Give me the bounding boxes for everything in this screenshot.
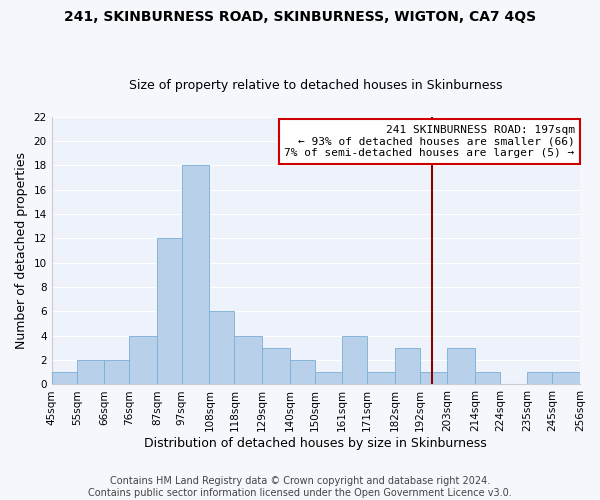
Bar <box>395 348 420 385</box>
Bar <box>235 336 262 384</box>
Bar <box>367 372 395 384</box>
Title: Size of property relative to detached houses in Skinburness: Size of property relative to detached ho… <box>129 79 503 92</box>
Bar <box>342 336 367 384</box>
Bar <box>262 348 290 385</box>
Bar <box>553 372 580 384</box>
Bar <box>129 336 157 384</box>
Bar <box>314 372 342 384</box>
Bar <box>290 360 314 384</box>
Bar <box>77 360 104 384</box>
Bar <box>104 360 129 384</box>
Bar <box>157 238 182 384</box>
Text: Contains HM Land Registry data © Crown copyright and database right 2024.
Contai: Contains HM Land Registry data © Crown c… <box>88 476 512 498</box>
Text: 241 SKINBURNESS ROAD: 197sqm
← 93% of detached houses are smaller (66)
7% of sem: 241 SKINBURNESS ROAD: 197sqm ← 93% of de… <box>284 125 575 158</box>
Bar <box>527 372 553 384</box>
Text: 241, SKINBURNESS ROAD, SKINBURNESS, WIGTON, CA7 4QS: 241, SKINBURNESS ROAD, SKINBURNESS, WIGT… <box>64 10 536 24</box>
Bar <box>580 372 600 384</box>
Bar <box>447 348 475 385</box>
Bar <box>209 312 235 384</box>
X-axis label: Distribution of detached houses by size in Skinburness: Distribution of detached houses by size … <box>145 437 487 450</box>
Bar <box>420 372 447 384</box>
Bar <box>52 372 77 384</box>
Bar <box>475 372 500 384</box>
Y-axis label: Number of detached properties: Number of detached properties <box>15 152 28 349</box>
Bar <box>182 166 209 384</box>
